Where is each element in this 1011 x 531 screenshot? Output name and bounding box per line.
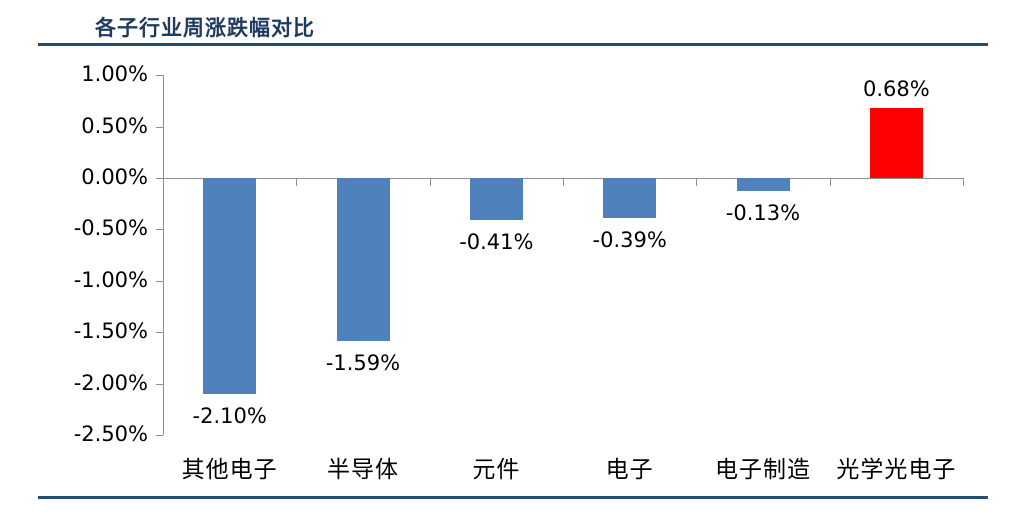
y-axis-tick — [156, 332, 163, 334]
y-tick-label: -1.50% — [73, 319, 148, 344]
y-tick-label: -0.50% — [73, 216, 148, 241]
bar-3 — [469, 177, 523, 221]
bar-1 — [203, 177, 257, 394]
category-axis-tick — [563, 177, 564, 186]
y-axis-tick — [156, 75, 163, 76]
bar-6 — [869, 108, 923, 178]
y-axis-line — [163, 75, 164, 435]
y-tick-label: 0.50% — [81, 113, 148, 138]
category-label: 光学光电子 — [836, 457, 957, 483]
bar-value-label: -1.59% — [325, 351, 401, 376]
bar-2 — [336, 177, 390, 342]
bar-5 — [736, 177, 790, 192]
y-axis-tick — [156, 126, 163, 128]
y-axis-tick — [156, 435, 163, 436]
category-label: 半导体 — [326, 457, 399, 483]
chart-title: 各子行业周涨跌幅对比 — [95, 16, 315, 40]
y-axis-tick — [156, 177, 163, 179]
category-label: 电子制造 — [714, 457, 811, 483]
title-underline-rule — [38, 43, 988, 46]
bar-value-label: -0.39% — [592, 228, 667, 252]
category-axis-tick — [696, 177, 698, 186]
bar-4 — [603, 177, 657, 218]
footer-rule — [38, 496, 988, 499]
y-axis-tick — [156, 229, 163, 231]
bar-value-label: -0.13% — [725, 201, 801, 226]
y-tick-label: -2.00% — [73, 370, 148, 395]
category-axis-tick — [296, 177, 298, 186]
y-axis-tick — [156, 280, 163, 282]
bar-value-label: -2.10% — [192, 403, 267, 428]
y-tick-label: 1.00% — [81, 62, 148, 86]
y-tick-label: -1.00% — [73, 267, 148, 292]
bar-value-label: -0.41% — [459, 230, 534, 255]
category-label: 电子 — [605, 457, 654, 483]
bar-value-label: 0.68% — [862, 77, 930, 101]
category-label: 元件 — [472, 457, 521, 483]
y-tick-label: -2.50% — [73, 422, 148, 446]
category-axis-tick — [963, 177, 964, 186]
y-tick-label: 0.00% — [81, 164, 148, 189]
y-axis-tick — [156, 383, 163, 385]
category-label: 其他电子 — [181, 457, 278, 483]
category-axis-tick — [829, 177, 831, 186]
category-axis-tick — [429, 177, 431, 186]
